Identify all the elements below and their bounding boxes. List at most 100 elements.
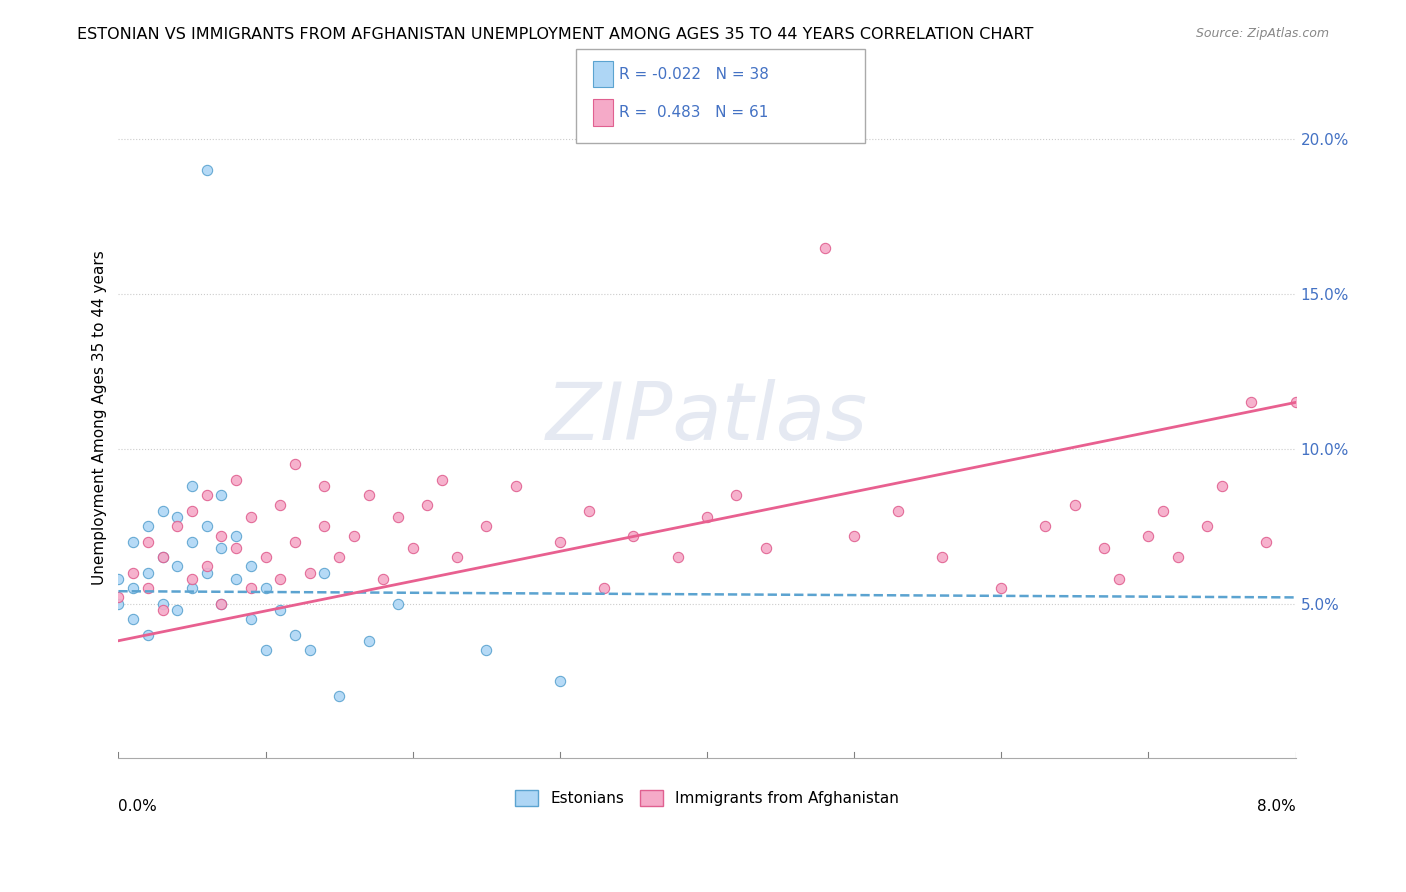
Point	[195, 519, 218, 533]
Point	[166, 510, 188, 524]
Point	[152, 597, 174, 611]
Text: 8.0%: 8.0%	[1257, 799, 1295, 814]
Point	[1035, 519, 1057, 533]
Point	[284, 458, 307, 472]
Point	[402, 541, 425, 555]
Point	[1137, 528, 1160, 542]
Point	[107, 591, 129, 605]
Point	[578, 504, 600, 518]
Point	[239, 510, 262, 524]
Point	[593, 581, 616, 595]
Y-axis label: Unemployment Among Ages 35 to 44 years: Unemployment Among Ages 35 to 44 years	[93, 251, 107, 585]
Point	[181, 504, 204, 518]
Point	[122, 581, 145, 595]
Point	[122, 534, 145, 549]
Point	[254, 643, 277, 657]
Point	[328, 550, 350, 565]
Point	[314, 479, 336, 493]
Point	[990, 581, 1012, 595]
Point	[209, 597, 232, 611]
Point	[181, 581, 204, 595]
Point	[696, 510, 718, 524]
Point	[844, 528, 866, 542]
Point	[209, 528, 232, 542]
Point	[269, 572, 291, 586]
Point	[254, 550, 277, 565]
Point	[1152, 504, 1174, 518]
Point	[209, 597, 232, 611]
Point	[136, 534, 159, 549]
Point	[166, 519, 188, 533]
Point	[1284, 395, 1306, 409]
Point	[166, 603, 188, 617]
Point	[181, 479, 204, 493]
Point	[181, 534, 204, 549]
Point	[269, 603, 291, 617]
Point	[1167, 550, 1189, 565]
Point	[314, 519, 336, 533]
Text: ZIPatlas: ZIPatlas	[546, 379, 868, 457]
Point	[387, 510, 409, 524]
Point	[725, 488, 748, 502]
Point	[373, 572, 395, 586]
Point	[314, 566, 336, 580]
Point	[475, 643, 498, 657]
Point	[755, 541, 778, 555]
Point	[107, 597, 129, 611]
Point	[666, 550, 689, 565]
Point	[254, 581, 277, 595]
Point	[1197, 519, 1219, 533]
Point	[284, 627, 307, 641]
Point	[136, 581, 159, 595]
Point	[446, 550, 468, 565]
Point	[239, 581, 262, 595]
Point	[357, 488, 380, 502]
Point	[1063, 498, 1085, 512]
Point	[225, 541, 247, 555]
Point	[430, 473, 453, 487]
Text: R =  0.483   N = 61: R = 0.483 N = 61	[619, 104, 768, 120]
Point	[814, 241, 837, 255]
Point	[1108, 572, 1130, 586]
Point	[136, 519, 159, 533]
Text: 0.0%: 0.0%	[118, 799, 157, 814]
Point	[136, 566, 159, 580]
Point	[284, 534, 307, 549]
Point	[152, 603, 174, 617]
Point	[1256, 534, 1278, 549]
Point	[357, 633, 380, 648]
Point	[1092, 541, 1115, 555]
Point	[505, 479, 527, 493]
Point	[225, 528, 247, 542]
Point	[475, 519, 498, 533]
Point	[1211, 479, 1233, 493]
Point	[269, 498, 291, 512]
Point	[152, 550, 174, 565]
Point	[122, 566, 145, 580]
Point	[225, 473, 247, 487]
Point	[209, 541, 232, 555]
Legend: Estonians, Immigrants from Afghanistan: Estonians, Immigrants from Afghanistan	[509, 784, 905, 812]
Point	[1240, 395, 1263, 409]
Point	[152, 504, 174, 518]
Point	[181, 572, 204, 586]
Point	[931, 550, 953, 565]
Point	[166, 559, 188, 574]
Point	[887, 504, 910, 518]
Point	[107, 572, 129, 586]
Point	[209, 488, 232, 502]
Point	[416, 498, 439, 512]
Point	[387, 597, 409, 611]
Point	[152, 550, 174, 565]
Point	[136, 627, 159, 641]
Point	[548, 673, 571, 688]
Point	[623, 528, 645, 542]
Text: ESTONIAN VS IMMIGRANTS FROM AFGHANISTAN UNEMPLOYMENT AMONG AGES 35 TO 44 YEARS C: ESTONIAN VS IMMIGRANTS FROM AFGHANISTAN …	[77, 27, 1033, 42]
Point	[328, 690, 350, 704]
Point	[298, 643, 321, 657]
Point	[239, 559, 262, 574]
Point	[195, 488, 218, 502]
Point	[225, 572, 247, 586]
Point	[195, 559, 218, 574]
Point	[195, 163, 218, 178]
